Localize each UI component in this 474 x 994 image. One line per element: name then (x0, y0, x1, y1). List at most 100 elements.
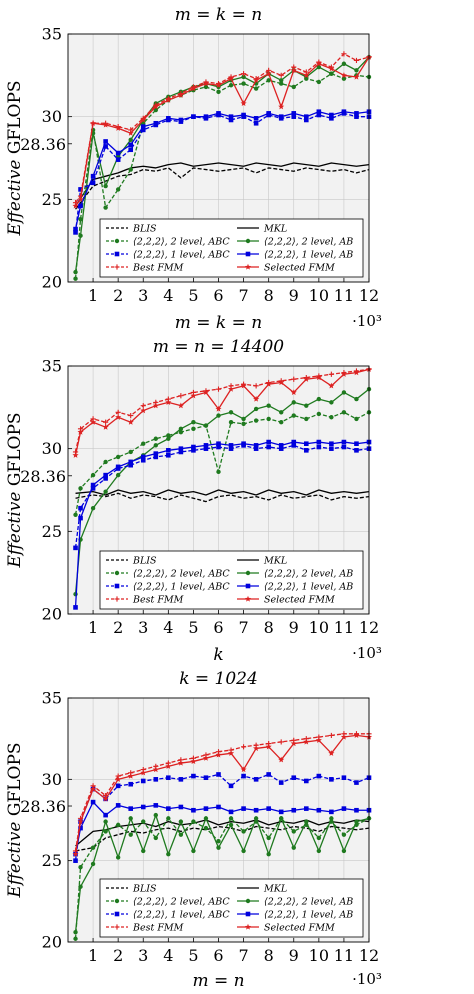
data-point (278, 780, 284, 785)
data-point (303, 72, 310, 78)
data-point (328, 750, 335, 756)
legend-label: MKL (263, 555, 287, 566)
data-point (241, 441, 246, 447)
data-point (354, 114, 359, 119)
data-point (165, 399, 172, 405)
data-point (304, 416, 309, 422)
x-axis-label: m = k = n (175, 313, 262, 333)
data-point (203, 84, 209, 90)
data-point (341, 832, 347, 837)
data-point (291, 775, 297, 781)
data-point (115, 783, 121, 789)
data-point (354, 780, 359, 785)
legend-entry: MKL (237, 223, 287, 234)
data-point (341, 390, 347, 395)
legend-label: ⟨2,2,2⟩, 1 level, ABC (133, 909, 230, 920)
data-point (128, 462, 134, 468)
data-point (265, 380, 272, 387)
data-point (191, 773, 196, 779)
legend-entry: ⟨2,2,2⟩, 2 level, ABC (106, 236, 230, 247)
data-point (329, 446, 334, 451)
data-point (90, 845, 96, 850)
series-1 (75, 489, 370, 496)
data-point (341, 51, 347, 57)
data-point (253, 383, 259, 389)
data-point (103, 476, 108, 481)
data-point (278, 114, 284, 119)
data-point (216, 441, 221, 447)
data-point (177, 402, 184, 409)
data-point (153, 454, 159, 460)
legend-box (99, 218, 364, 278)
data-point (253, 116, 259, 121)
x-axis-multiplier: ·10³ (352, 970, 382, 988)
legend: BLIS MKL ⟨2,2,2⟩, 2 level, ABC ⟨2,2,2⟩, 2 l… (99, 218, 364, 278)
data-point (216, 444, 221, 450)
data-point (215, 386, 222, 392)
series-7 (72, 366, 373, 458)
data-point (354, 111, 359, 116)
data-point (102, 423, 109, 430)
x-tick-label: 2 (113, 618, 123, 637)
data-point (216, 772, 221, 777)
y-axis-label-suffix: GFLOPS (5, 742, 25, 821)
data-point (329, 441, 334, 447)
data-point (240, 744, 247, 750)
data-point (128, 137, 133, 143)
data-point (90, 173, 96, 179)
data-point (191, 420, 196, 425)
data-point (73, 591, 78, 597)
data-point (315, 60, 322, 67)
data-point (253, 418, 259, 423)
data-point (341, 410, 347, 415)
data-point (128, 781, 134, 787)
data-point (202, 389, 209, 396)
data-point (140, 454, 146, 460)
data-point (316, 439, 322, 445)
legend-label: Best FMM (132, 262, 184, 273)
data-point (341, 444, 347, 450)
data-point (215, 82, 222, 88)
data-point (216, 845, 221, 850)
legend-entry: ⟨2,2,2⟩, 1 level, ABC (106, 909, 230, 920)
data-point (78, 216, 83, 222)
x-tick-label: 1 (88, 946, 98, 965)
data-point (303, 738, 310, 745)
data-point (115, 414, 122, 420)
data-point (316, 79, 322, 85)
data-point (166, 116, 171, 121)
data-point (279, 420, 284, 425)
data-point (266, 403, 271, 408)
data-point (153, 436, 158, 441)
y-tick-label-extra: 28.36 (20, 467, 66, 486)
data-point (178, 393, 184, 399)
series-line (75, 167, 370, 210)
data-point (90, 472, 96, 478)
legend-swatch-marker (245, 570, 251, 576)
data-point (278, 379, 285, 386)
data-point (103, 205, 108, 210)
data-point (90, 120, 97, 126)
data-point (77, 818, 84, 825)
data-point (128, 167, 133, 172)
data-point (341, 109, 347, 115)
data-point (72, 850, 79, 857)
x-tick-label: 11 (334, 286, 354, 305)
legend-swatch-marker (114, 898, 120, 904)
data-point (341, 439, 347, 445)
data-point (228, 385, 235, 392)
data-point (166, 816, 171, 821)
data-point (78, 203, 83, 209)
x-axis-label: m = n (192, 971, 244, 991)
legend-label: ⟨2,2,2⟩, 1 level, AB (264, 909, 353, 920)
data-point (140, 116, 147, 123)
data-point (241, 416, 246, 422)
data-point (291, 376, 297, 382)
legend-entry: MKL (237, 555, 287, 566)
y-axis-label-prefix: Effective (5, 492, 25, 569)
series-1 (74, 162, 370, 207)
data-point (166, 775, 171, 781)
data-point (228, 750, 235, 756)
data-point (78, 505, 83, 511)
data-point (329, 777, 334, 782)
